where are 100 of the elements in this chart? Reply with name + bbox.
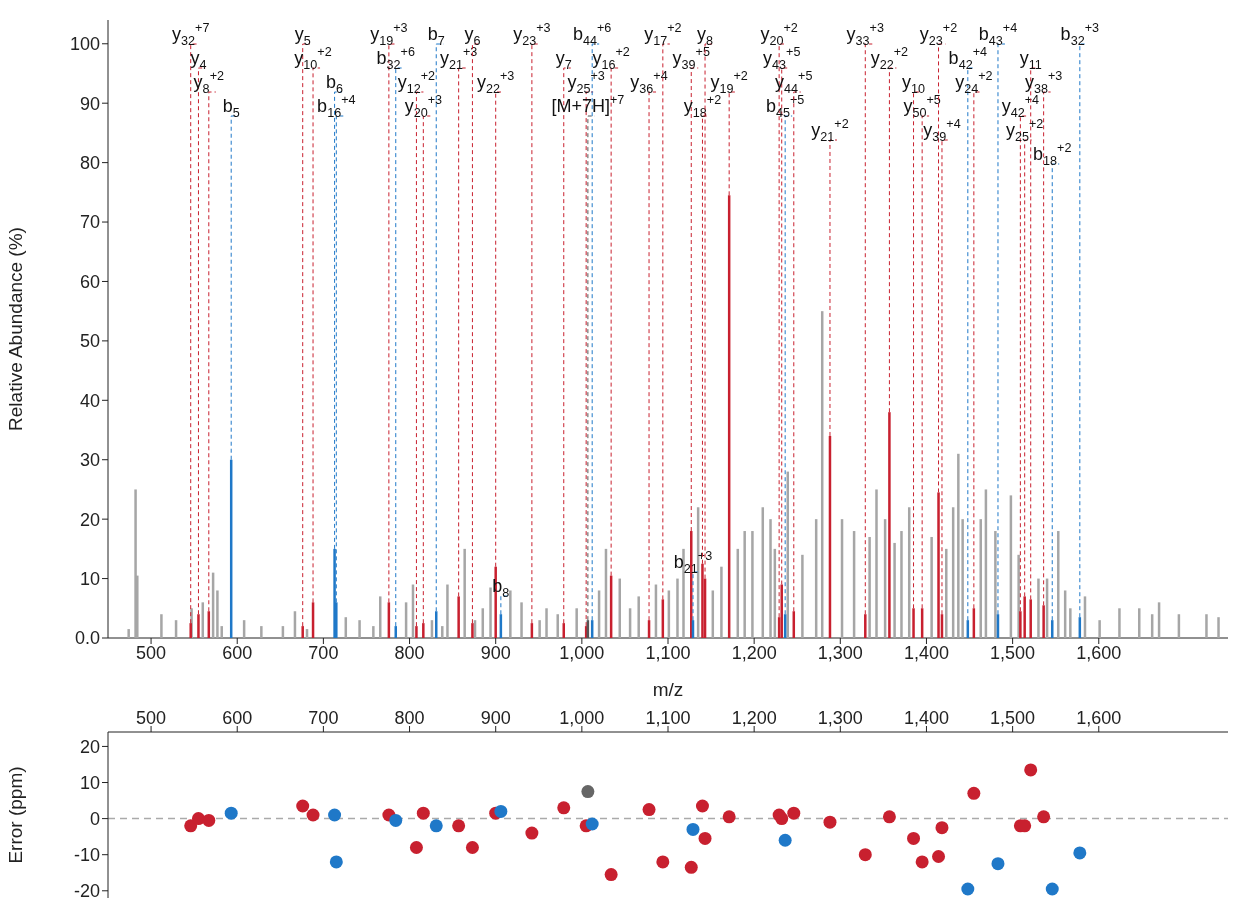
annotation: y$_{4}$ — [190, 48, 207, 73]
point — [581, 785, 595, 799]
bar — [441, 626, 444, 638]
annotation: y$_{5}$ — [294, 24, 311, 49]
point — [452, 819, 466, 833]
x-tick-label: 500 — [136, 708, 167, 728]
annotation: y$_{10}$ — [902, 72, 926, 97]
x-tick-label: 1,500 — [990, 642, 1036, 663]
bar — [1029, 599, 1032, 638]
bar — [556, 614, 559, 638]
x-tick-label: 800 — [394, 708, 425, 728]
bar — [701, 563, 704, 638]
y-axis-title: Relative Abundance (%) — [5, 227, 26, 431]
point — [695, 799, 709, 813]
x-tick-label: 600 — [222, 708, 253, 728]
bar — [457, 596, 460, 638]
bar — [957, 453, 960, 638]
bar — [888, 412, 891, 638]
bar — [1205, 614, 1208, 638]
x-axis-title: m/z — [652, 679, 684, 700]
y-tick-label: 10 — [79, 772, 100, 793]
bar — [1069, 608, 1072, 638]
y-tick-label: -10 — [73, 845, 100, 866]
point — [967, 786, 981, 800]
x-tick-label: 1,300 — [817, 642, 863, 663]
bar — [912, 608, 915, 638]
y-axis-title: Error (ppm) — [5, 766, 26, 864]
bar — [780, 584, 783, 638]
point — [915, 855, 929, 869]
point — [991, 857, 1005, 871]
point — [932, 850, 946, 863]
x-tick-label: 700 — [308, 708, 339, 728]
point — [329, 855, 343, 869]
x-tick-label: 1,300 — [817, 708, 863, 728]
annotation: b$_{6}$ — [326, 72, 344, 97]
point — [656, 855, 670, 869]
point — [787, 806, 801, 820]
x-tick-label: 900 — [480, 642, 511, 663]
point — [642, 803, 656, 817]
bar — [1217, 617, 1220, 638]
bar — [751, 531, 754, 638]
bar — [1057, 531, 1060, 638]
bar — [637, 596, 640, 638]
point — [224, 806, 238, 820]
point — [328, 808, 342, 822]
x-tick-label: 700 — [308, 642, 339, 663]
x-tick-label: 1,400 — [903, 708, 949, 728]
point — [585, 817, 599, 831]
y-tick-label: 0 — [89, 809, 100, 829]
bar — [769, 519, 772, 638]
bar — [463, 548, 466, 638]
y-tick-label: 0.0 — [74, 628, 100, 649]
bar — [743, 531, 746, 638]
point — [525, 826, 539, 840]
bar — [676, 578, 679, 638]
point — [494, 804, 508, 818]
x-tick-label: 1,600 — [1076, 708, 1122, 728]
bar — [1017, 554, 1020, 638]
bar — [333, 548, 336, 638]
bar — [1118, 608, 1121, 638]
bar — [509, 590, 512, 638]
bar — [415, 626, 418, 638]
bar — [945, 548, 948, 638]
bar — [801, 554, 804, 638]
x-tick-label: 1,500 — [990, 708, 1036, 728]
point — [306, 808, 320, 822]
point — [409, 840, 423, 854]
bar — [301, 626, 304, 638]
point — [1037, 810, 1051, 824]
bar — [875, 489, 878, 638]
point — [722, 810, 736, 824]
x-tick-label: 1,200 — [731, 642, 777, 663]
point — [961, 882, 975, 896]
x-tick-label: 1,000 — [559, 708, 605, 728]
x-tick-label: 600 — [222, 642, 253, 663]
bar — [868, 536, 871, 638]
bar — [893, 542, 896, 638]
point — [429, 819, 443, 833]
point — [416, 806, 430, 820]
x-tick-label: 1,400 — [903, 642, 949, 663]
y-tick-label: 20 — [79, 509, 100, 530]
y-tick-label: -20 — [73, 881, 100, 902]
annotation: y$_{11}$ — [1019, 48, 1042, 73]
point — [557, 801, 571, 815]
bar — [930, 536, 933, 638]
bar — [189, 623, 192, 638]
bar — [489, 587, 492, 638]
point — [698, 831, 712, 845]
point — [202, 813, 216, 827]
point — [1045, 882, 1059, 896]
point — [882, 810, 896, 824]
point — [191, 812, 205, 826]
y-tick-label: 60 — [79, 271, 100, 292]
bar — [1037, 578, 1040, 638]
bar — [864, 614, 867, 638]
y-tick-label: 90 — [79, 93, 100, 114]
point — [823, 815, 837, 829]
bar — [545, 608, 548, 638]
bar — [160, 614, 163, 638]
annotation: b$_{5}$ — [222, 96, 240, 121]
